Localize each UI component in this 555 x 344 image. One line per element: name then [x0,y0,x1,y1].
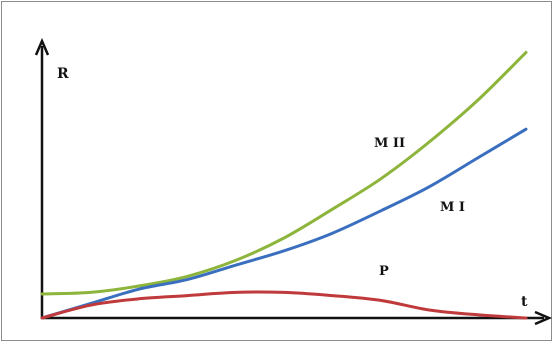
axes [34,37,553,326]
series-label-m-i: M I [440,200,465,215]
y-axis-arrow [34,37,50,56]
series-layer [40,50,528,320]
series-line-m-ii [40,50,528,296]
x-axis-label: t [521,294,528,310]
series-label-p: P [379,264,389,279]
x-axis-arrow [534,310,553,326]
y-axis-label: R [57,66,69,82]
series-label-m-ii: M II [374,136,405,151]
series-line-p [40,290,528,320]
series-line-m-i [40,127,528,320]
